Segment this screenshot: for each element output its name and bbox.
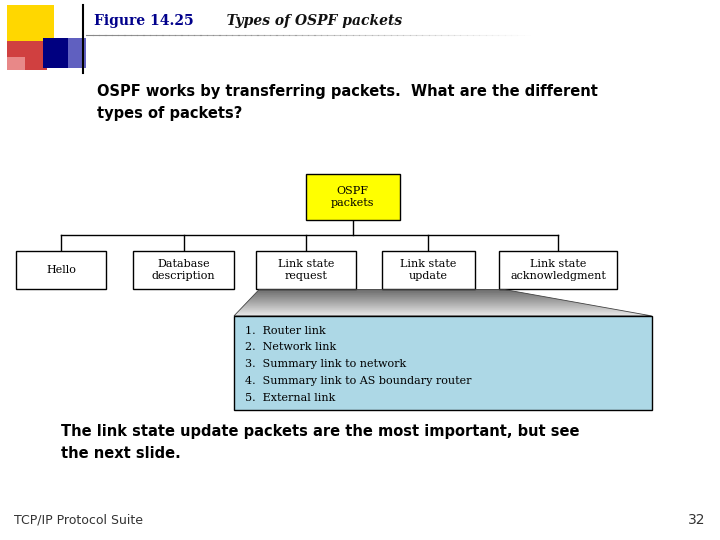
Polygon shape — [234, 315, 652, 316]
Text: 3.  Summary link to network: 3. Summary link to network — [245, 359, 406, 369]
Polygon shape — [240, 309, 618, 310]
FancyBboxPatch shape — [306, 174, 400, 220]
Polygon shape — [248, 300, 567, 301]
Polygon shape — [252, 296, 549, 298]
Text: OSPF works by transferring packets.  What are the different
types of packets?: OSPF works by transferring packets. What… — [97, 84, 598, 121]
FancyBboxPatch shape — [133, 251, 234, 289]
Polygon shape — [238, 311, 629, 312]
Text: Link state
request: Link state request — [278, 259, 334, 281]
Text: Types of OSPF packets: Types of OSPF packets — [212, 14, 402, 28]
Polygon shape — [258, 289, 508, 290]
Text: Figure 14.25: Figure 14.25 — [94, 14, 193, 28]
FancyBboxPatch shape — [498, 251, 618, 289]
Text: The link state update packets are the most important, but see
the next slide.: The link state update packets are the mo… — [61, 424, 580, 461]
Polygon shape — [254, 294, 534, 295]
Polygon shape — [247, 301, 574, 302]
Polygon shape — [251, 298, 556, 299]
Text: 4.  Summary link to AS boundary router: 4. Summary link to AS boundary router — [245, 376, 472, 386]
Text: OSPF
packets: OSPF packets — [331, 186, 374, 208]
Polygon shape — [237, 312, 633, 313]
Text: Hello: Hello — [46, 265, 76, 275]
Text: 1.  Router link: 1. Router link — [245, 326, 325, 336]
Polygon shape — [246, 303, 585, 304]
FancyBboxPatch shape — [17, 251, 107, 289]
Text: Link state
acknowledgment: Link state acknowledgment — [510, 259, 606, 281]
Text: 5.  External link: 5. External link — [245, 393, 336, 403]
FancyBboxPatch shape — [7, 5, 54, 40]
Polygon shape — [255, 293, 530, 294]
FancyBboxPatch shape — [7, 57, 25, 70]
FancyBboxPatch shape — [234, 316, 652, 410]
Polygon shape — [256, 292, 523, 293]
Text: Link state
update: Link state update — [400, 259, 456, 281]
Polygon shape — [235, 314, 644, 315]
Polygon shape — [243, 305, 596, 306]
Text: TCP/IP Protocol Suite: TCP/IP Protocol Suite — [14, 514, 143, 526]
Polygon shape — [241, 308, 611, 309]
Text: 2.  Network link: 2. Network link — [245, 342, 336, 353]
FancyBboxPatch shape — [68, 38, 86, 68]
Polygon shape — [249, 299, 563, 300]
FancyBboxPatch shape — [43, 38, 79, 68]
FancyBboxPatch shape — [382, 251, 475, 289]
Polygon shape — [258, 290, 511, 291]
Polygon shape — [243, 306, 600, 307]
Text: 32: 32 — [688, 512, 706, 526]
Polygon shape — [242, 307, 608, 308]
Polygon shape — [246, 302, 582, 303]
Polygon shape — [257, 291, 515, 292]
Polygon shape — [238, 310, 626, 311]
Text: Database
description: Database description — [152, 259, 215, 281]
Polygon shape — [245, 304, 589, 305]
FancyBboxPatch shape — [256, 251, 356, 289]
Polygon shape — [236, 313, 641, 314]
FancyBboxPatch shape — [7, 40, 47, 70]
Polygon shape — [253, 295, 541, 296]
